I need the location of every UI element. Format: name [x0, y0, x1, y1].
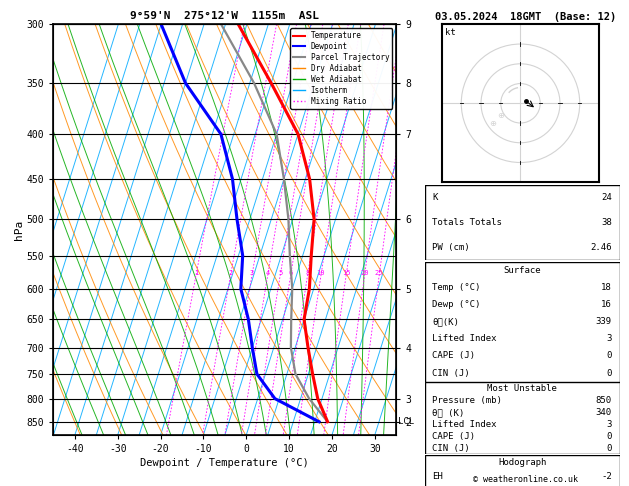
Text: 3: 3	[250, 270, 254, 276]
Text: 1: 1	[194, 270, 198, 276]
Text: 18: 18	[601, 283, 612, 293]
Text: 10: 10	[316, 270, 325, 276]
Text: CAPE (J): CAPE (J)	[432, 432, 476, 441]
Text: 16: 16	[601, 300, 612, 310]
Legend: Temperature, Dewpoint, Parcel Trajectory, Dry Adiabat, Wet Adiabat, Isotherm, Mi: Temperature, Dewpoint, Parcel Trajectory…	[290, 28, 392, 109]
Text: θᴇ(K): θᴇ(K)	[432, 317, 459, 327]
X-axis label: Dewpoint / Temperature (°C): Dewpoint / Temperature (°C)	[140, 458, 309, 468]
Text: 340: 340	[596, 408, 612, 417]
Text: 03.05.2024  18GMT  (Base: 12): 03.05.2024 18GMT (Base: 12)	[435, 12, 616, 22]
Text: ⊕: ⊕	[489, 119, 496, 127]
Text: Temp (°C): Temp (°C)	[432, 283, 481, 293]
Text: CAPE (J): CAPE (J)	[432, 351, 476, 361]
Y-axis label: hPa: hPa	[14, 220, 24, 240]
Text: 4: 4	[265, 270, 270, 276]
Text: PW (cm): PW (cm)	[432, 243, 470, 252]
Text: 0: 0	[606, 368, 612, 378]
Text: 20: 20	[360, 270, 369, 276]
Text: 0: 0	[606, 432, 612, 441]
Text: CIN (J): CIN (J)	[432, 444, 470, 453]
Text: 5: 5	[278, 270, 282, 276]
Text: 15: 15	[342, 270, 350, 276]
Text: EH: EH	[432, 472, 443, 482]
Text: θᴇ (K): θᴇ (K)	[432, 408, 465, 417]
Text: kt: kt	[445, 28, 456, 37]
Text: 2.46: 2.46	[590, 243, 612, 252]
Text: 3: 3	[606, 334, 612, 344]
Y-axis label: km
ASL: km ASL	[425, 219, 442, 241]
Text: © weatheronline.co.uk: © weatheronline.co.uk	[473, 474, 577, 484]
Text: 2: 2	[228, 270, 233, 276]
Text: Lifted Index: Lifted Index	[432, 334, 497, 344]
Text: Dewp (°C): Dewp (°C)	[432, 300, 481, 310]
Text: ⊕: ⊕	[498, 111, 504, 120]
Text: 3: 3	[606, 420, 612, 429]
Text: CIN (J): CIN (J)	[432, 368, 470, 378]
Text: K: K	[432, 193, 438, 202]
Text: Surface: Surface	[503, 266, 541, 276]
Text: 25: 25	[375, 270, 384, 276]
Text: Lifted Index: Lifted Index	[432, 420, 497, 429]
Text: 38: 38	[601, 218, 612, 227]
Text: 8: 8	[305, 270, 309, 276]
Text: Hodograph: Hodograph	[498, 458, 546, 467]
Text: 6: 6	[289, 270, 292, 276]
Text: Totals Totals: Totals Totals	[432, 218, 502, 227]
Text: 339: 339	[596, 317, 612, 327]
Text: -2: -2	[601, 472, 612, 482]
Text: LCL: LCL	[398, 417, 415, 426]
Text: 24: 24	[601, 193, 612, 202]
Text: Most Unstable: Most Unstable	[487, 384, 557, 393]
Text: 0: 0	[606, 351, 612, 361]
Title: 9°59'N  275°12'W  1155m  ASL: 9°59'N 275°12'W 1155m ASL	[130, 11, 320, 21]
Text: Pressure (mb): Pressure (mb)	[432, 396, 502, 405]
Text: 850: 850	[596, 396, 612, 405]
Text: 0: 0	[606, 444, 612, 453]
